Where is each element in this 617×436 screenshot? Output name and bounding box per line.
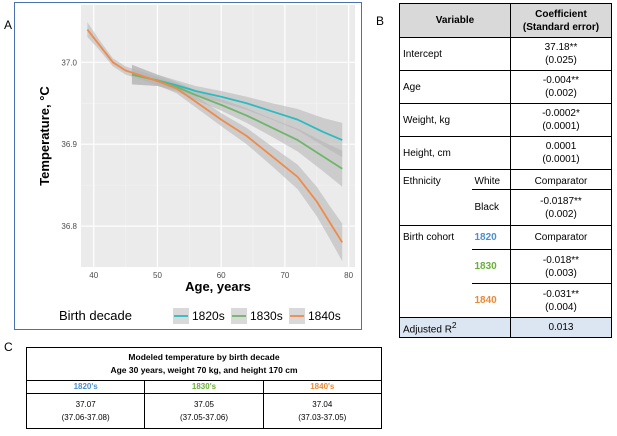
row-height: Height, cm 0.0001 (0.0001): [399, 136, 613, 170]
temperature-chart: 40 50 60 70 80 36.8 36.9 37.0 Age, years Temper…: [37, 5, 355, 324]
chart-legend: Birth decade 1820s 1830s 1840s: [59, 308, 341, 324]
row-age: Age -0.004** (0.002): [399, 70, 613, 104]
legend-label-1840s: 1840s: [308, 309, 341, 323]
x-tick-label: 80: [344, 271, 353, 280]
confidence-band-1840s: [87, 22, 343, 262]
row-cohort-1840: 1840 -0.031** (0.004): [400, 283, 613, 318]
x-tick-label: 70: [280, 271, 289, 280]
y-tick-label: 37.0: [61, 58, 77, 67]
legend-title: Birth decade: [59, 308, 132, 323]
modeled-temperature-title: Modeled temperature by birth decade Age …: [26, 347, 382, 381]
x-tick-label: 60: [217, 271, 226, 280]
row-cohort-1830: 1830 -0.018** (0.003): [400, 249, 613, 284]
legend-label-1820s: 1820s: [192, 309, 225, 323]
value-1840: 37.04 (37.03-37.05): [262, 393, 383, 429]
header-variable: Variable: [399, 3, 511, 38]
series-line-1830s: [131, 73, 343, 170]
value-1830: 37.05 (37.05-37.06): [144, 393, 264, 429]
series-line-1840s: [86, 29, 344, 243]
col-header-1830: 1830's: [144, 380, 264, 394]
regression-table: Variable Coefficient (Standard error) In…: [399, 3, 613, 339]
x-axis-label: Age, years: [185, 279, 251, 294]
x-tick-label: 40: [89, 271, 98, 280]
col-header-1820: 1820's: [25, 380, 146, 394]
modeled-temperature-table: Modeled temperature by birth decade Age …: [25, 347, 383, 429]
panel-label-c: C: [4, 340, 13, 354]
y-axis-label: Temperature, °C: [37, 86, 52, 186]
row-adjusted-r2: Adjusted R2 0.013: [399, 316, 613, 339]
y-tick-label: 36.8: [61, 222, 77, 231]
row-intercept: Intercept 37.18** (0.025): [399, 37, 613, 71]
row-weight: Weight, kg -0.0002* (0.0001): [399, 103, 613, 137]
panel-label-b: B: [376, 14, 385, 28]
row-ethnicity-white: Ethnicity White Comparator: [399, 169, 613, 226]
row-cohort-1820: Birth cohort 1820 Comparator: [399, 225, 613, 318]
x-tick-label: 50: [153, 271, 162, 280]
panel-label-a: A: [4, 18, 13, 32]
col-header-1840: 1840's: [262, 380, 383, 394]
legend-label-1830s: 1830s: [250, 309, 283, 323]
row-ethnicity-black: Black -0.0187** (0.002): [400, 189, 613, 226]
header-coefficient: Coefficient (Standard error): [509, 3, 613, 38]
chart-panel: 40 50 60 70 80 36.8 36.9 37.0 Age, years Temper…: [14, 2, 362, 330]
value-1820: 37.07 (37.06-37.08): [25, 393, 146, 429]
y-tick-label: 36.9: [61, 140, 77, 149]
